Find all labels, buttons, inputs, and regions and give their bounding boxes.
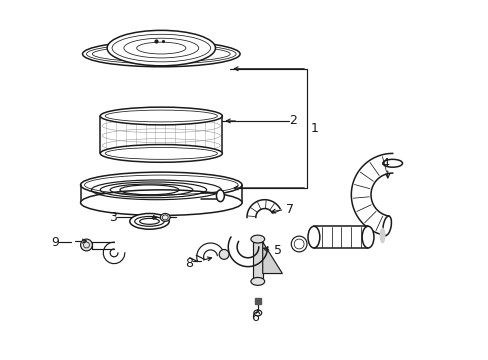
Polygon shape [262, 242, 282, 274]
Ellipse shape [129, 213, 169, 229]
Ellipse shape [219, 249, 228, 259]
Ellipse shape [160, 213, 170, 221]
Ellipse shape [100, 107, 222, 125]
Text: 3: 3 [109, 211, 117, 224]
Ellipse shape [100, 145, 222, 162]
Ellipse shape [382, 159, 402, 167]
Text: 5: 5 [273, 244, 281, 257]
Ellipse shape [307, 226, 319, 248]
Ellipse shape [250, 235, 264, 243]
Ellipse shape [81, 239, 92, 251]
Ellipse shape [81, 190, 242, 215]
Ellipse shape [216, 190, 224, 202]
Text: 2: 2 [289, 114, 297, 127]
Ellipse shape [291, 236, 306, 252]
Ellipse shape [82, 41, 240, 67]
Text: 4: 4 [381, 157, 389, 170]
Ellipse shape [81, 172, 242, 198]
Ellipse shape [382, 216, 391, 235]
Ellipse shape [253, 310, 261, 316]
Ellipse shape [250, 278, 264, 285]
Text: 7: 7 [286, 203, 294, 216]
Text: 6: 6 [250, 311, 258, 324]
Polygon shape [252, 242, 262, 278]
Text: 8: 8 [184, 257, 192, 270]
Ellipse shape [379, 228, 385, 243]
Text: 9: 9 [51, 235, 59, 248]
Ellipse shape [107, 30, 215, 66]
Ellipse shape [362, 226, 373, 248]
Text: 1: 1 [310, 122, 318, 135]
